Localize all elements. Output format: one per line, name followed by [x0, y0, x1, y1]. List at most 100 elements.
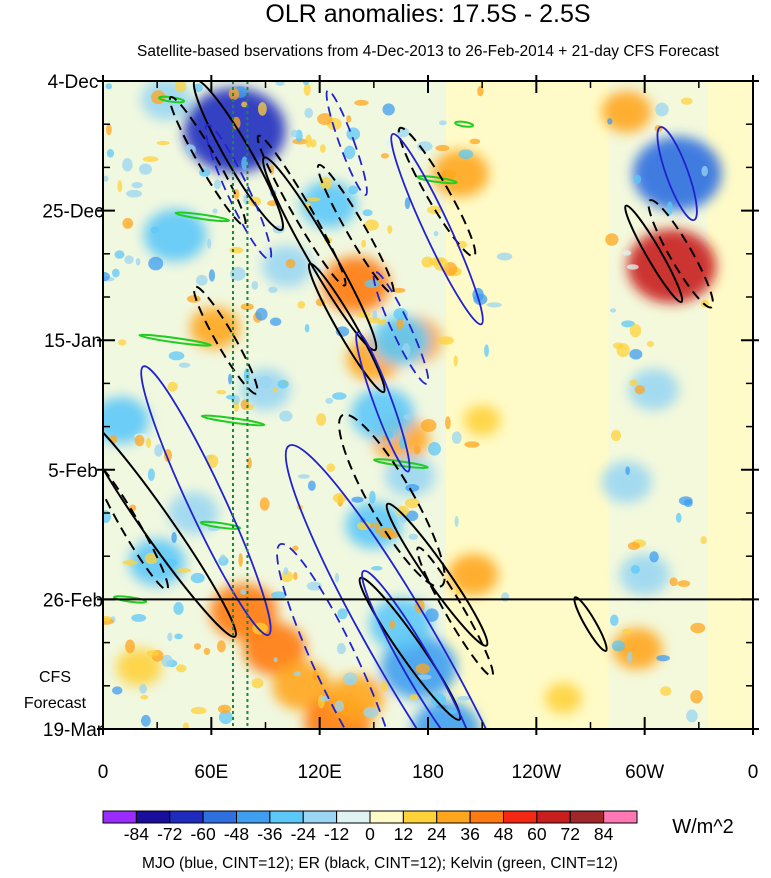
er-contour-13: [338, 413, 446, 588]
er-contour-15: [416, 546, 494, 678]
er-contour-4: [385, 502, 489, 647]
speckle-0-136: [167, 632, 173, 642]
speckle-1-13: [649, 551, 659, 563]
speckle-0-151: [408, 533, 419, 540]
speckle-0-199: [105, 83, 113, 90]
speckle-0-82: [280, 571, 294, 583]
speckle-0-194: [307, 480, 316, 491]
speckle-0-154: [364, 219, 379, 231]
speckle-1-37: [677, 580, 691, 587]
speckle-0-174: [122, 217, 134, 229]
speckle-0-11: [176, 664, 187, 673]
speckle-0-76: [332, 492, 347, 504]
kelvin-contour-6: [199, 520, 242, 530]
speckle-1-10: [610, 308, 617, 313]
speckle-1-31: [622, 250, 632, 256]
anomaly-blob-30: [601, 461, 652, 503]
speckle-0-45: [216, 640, 226, 653]
speckle-1-29: [629, 379, 638, 386]
speckle-0-63: [118, 339, 127, 346]
anomaly-blob-32: [612, 627, 663, 670]
er-contour-1: [262, 156, 378, 352]
speckle-0-47: [103, 271, 110, 282]
speckle-0-5: [126, 189, 143, 198]
speckle-1-19: [605, 233, 619, 246]
speckle-0-231: [393, 307, 408, 321]
speckle-2-8: [477, 85, 484, 97]
speckle-0-190: [409, 694, 419, 701]
speckle-1-33: [701, 165, 708, 177]
speckle-0-209: [290, 129, 299, 138]
colorbar-label-4: -36: [257, 824, 282, 844]
colorbar-box-13: [536, 810, 571, 824]
colorbar-label-3: -48: [224, 824, 249, 844]
speckle-0-228: [364, 279, 380, 288]
speckle-0-182: [213, 179, 221, 190]
speckle-0-13: [122, 560, 138, 566]
speckle-0-229: [380, 153, 389, 159]
speckle-0-181: [441, 169, 457, 179]
kelvin-contour-4: [416, 175, 458, 185]
speckle-0-214: [435, 144, 450, 152]
speckle-0-100: [122, 157, 133, 172]
speckle-1-32: [683, 499, 693, 508]
mjo-contour-7: [276, 542, 400, 729]
speckle-0-97: [343, 145, 356, 160]
speckle-0-67: [186, 295, 201, 303]
speckle-0-223: [131, 181, 143, 189]
anomaly-blob-10: [189, 307, 240, 349]
speckle-0-90: [106, 123, 112, 136]
speckle-0-93: [430, 693, 447, 707]
speckle-1-38: [669, 577, 678, 587]
chart-title: OLR anomalies: 17.5S - 2.5S: [265, 0, 590, 28]
colorbar-label-1: -72: [157, 824, 182, 844]
colorbar-box-9: [402, 810, 438, 824]
speckle-1-5: [686, 709, 698, 723]
speckle-0-213: [131, 613, 147, 622]
speckle-0-152: [396, 505, 410, 516]
speckle-0-189: [142, 156, 159, 163]
speckle-0-81: [380, 681, 388, 692]
speckle-0-106: [312, 669, 318, 681]
speckle-1-40: [646, 340, 654, 348]
speckle-2-6: [486, 302, 502, 308]
speckle-0-219: [103, 510, 111, 523]
speckle-0-66: [354, 99, 369, 106]
speckle-0-160: [193, 83, 204, 93]
mjo-contour-6: [372, 270, 430, 385]
speckle-0-7: [240, 588, 247, 595]
colorbar-box-10: [436, 810, 471, 824]
speckle-0-92: [406, 510, 419, 522]
speckle-0-102: [156, 140, 170, 146]
speckle-0-212: [268, 286, 278, 293]
speckle-0-112: [377, 319, 387, 325]
speckle-0-208: [251, 280, 259, 290]
er-contour-11: [397, 126, 477, 258]
kelvin-contour-1: [174, 211, 231, 223]
speckle-2-3: [496, 252, 513, 261]
anomaly-blob-24: [168, 492, 219, 534]
speckle-0-54: [303, 82, 311, 96]
speckle-0-110: [366, 316, 381, 324]
speckle-0-217: [125, 639, 135, 654]
anomaly-blob-26: [632, 136, 722, 211]
y-tick-label-4: 26-Feb: [43, 590, 103, 611]
speckle-0-146: [293, 572, 298, 581]
colorbar-box-5: [269, 810, 304, 824]
speckle-0-166: [259, 376, 272, 389]
y-tick-label-3: 5-Feb: [48, 461, 98, 482]
colorbar-label-12: 60: [527, 824, 547, 844]
speckle-0-104: [139, 163, 153, 175]
kelvin-contour-2: [138, 333, 212, 347]
colorbar-label-9: 24: [427, 824, 447, 844]
speckle-1-15: [660, 686, 672, 696]
colorbar-box-7: [336, 810, 371, 824]
speckle-0-85: [212, 208, 218, 214]
mjo-contour-3: [284, 444, 528, 729]
mjo-contour-5: [656, 126, 698, 222]
kelvin-contour-7: [112, 595, 148, 604]
speckle-1-8: [609, 614, 619, 626]
speckle-0-198: [229, 246, 244, 254]
anomaly-blob-31: [619, 553, 670, 596]
